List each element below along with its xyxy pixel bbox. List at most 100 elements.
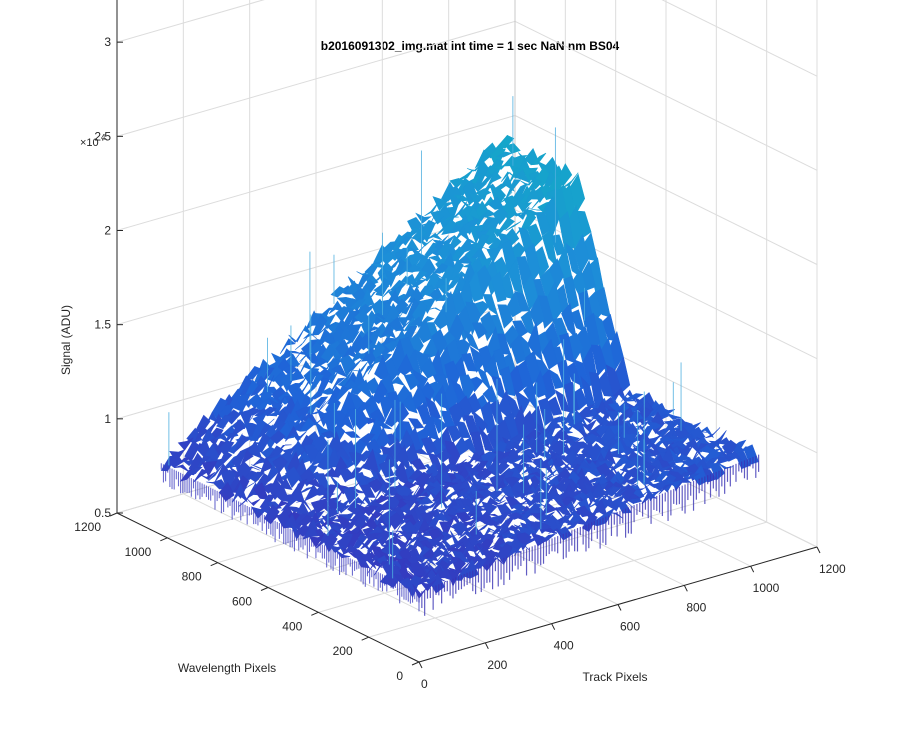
x-axis-label: Track Pixels [583, 670, 648, 684]
surface-patch [311, 313, 328, 336]
surface-patch [359, 484, 376, 498]
surface-patch [521, 465, 538, 475]
surface-patch [335, 305, 351, 323]
surface-patch [492, 492, 508, 502]
surface-patch [498, 135, 515, 149]
surface-patch [481, 501, 498, 517]
surface-patch [461, 352, 478, 372]
surface-patch [398, 297, 415, 315]
surface-patch [658, 483, 674, 495]
surface-patch [295, 406, 312, 423]
surface-patch [338, 468, 355, 483]
surface-patch [460, 196, 476, 207]
y-tick [260, 587, 269, 591]
surface-patch [498, 517, 515, 531]
surface-patch [530, 511, 547, 520]
surface-patch [267, 404, 284, 417]
surface-patch [488, 531, 504, 537]
surface-patch [651, 477, 668, 492]
surface-patch [330, 286, 347, 298]
surface-patch [646, 422, 664, 430]
surface-patch [548, 528, 564, 536]
surface-patch [411, 228, 428, 241]
surface-patch [331, 364, 348, 378]
surface-patch [318, 393, 335, 412]
surface-patch [501, 532, 517, 540]
surface-patch [538, 397, 554, 427]
surface-patch [397, 309, 413, 328]
y-tick [311, 611, 319, 616]
x-tick-label: 1000 [753, 581, 780, 595]
surface-patch [596, 488, 613, 499]
surface-patch [549, 493, 566, 508]
surface-patch [433, 307, 450, 330]
surface-patch [272, 455, 288, 474]
surface-patch [379, 518, 395, 528]
surface-patch [436, 449, 452, 463]
surface-patch [549, 449, 565, 470]
surface-patch [542, 338, 558, 370]
surface-patch [286, 415, 303, 439]
surface-patch [545, 466, 561, 479]
surface-patch [482, 294, 499, 316]
surface-patch [650, 485, 666, 494]
grid-line-floor-y [368, 521, 767, 638]
surface-patch [351, 486, 367, 494]
surface-patch [529, 295, 545, 328]
surface-patch [514, 389, 531, 418]
surface-patch [349, 298, 367, 311]
surface-patch [451, 521, 468, 536]
surface-patch [675, 477, 692, 490]
surface-patch [658, 406, 676, 416]
surface-patch [344, 431, 361, 438]
surface-patch [570, 453, 587, 472]
y-tick-label: 800 [182, 570, 202, 584]
y-tick-label: 400 [282, 619, 302, 633]
surface-patch [641, 491, 657, 505]
surface-patch [558, 518, 575, 527]
surface-patch [405, 264, 422, 273]
surface-patch [298, 514, 315, 527]
surface-patch [526, 223, 543, 249]
z-tick-label: 3 [104, 35, 111, 49]
surface-patch [474, 149, 491, 169]
surface-patch [201, 460, 218, 477]
surface-patch [258, 452, 275, 464]
surface-patch [186, 466, 203, 476]
z-tick-label: 0.5 [94, 506, 111, 520]
surface-patch [345, 532, 362, 549]
x-tick [750, 565, 755, 573]
surface-patch [443, 216, 459, 222]
x-tick-label: 600 [620, 620, 640, 634]
surface-patch [290, 431, 307, 442]
z-tick-label: 1.5 [94, 318, 111, 332]
surface-patch [623, 473, 640, 485]
x-tick [683, 585, 688, 592]
surface-patch [514, 290, 531, 312]
y-tick [361, 636, 369, 641]
surface-patch [444, 440, 461, 473]
surface-patch [414, 555, 430, 560]
surface-patch [285, 466, 301, 489]
surface-patch [408, 417, 425, 429]
surface-patch [618, 393, 635, 402]
surface-patch [492, 206, 509, 226]
surface-patch [560, 510, 577, 521]
grid-line-floor-y [318, 496, 717, 613]
x-tick-label: 0 [421, 677, 428, 691]
z-tick-label: 2 [104, 224, 111, 238]
surface-patch [523, 381, 539, 413]
surface-patch [692, 443, 709, 461]
x-tick [816, 546, 821, 554]
surface-patch [674, 426, 691, 446]
surface-patch [346, 359, 362, 373]
surface-patch [676, 445, 693, 462]
y-tick [160, 537, 168, 542]
surface-patch [486, 246, 503, 264]
surface-patch [657, 436, 675, 446]
surface-patch [337, 368, 354, 387]
surface-patch [543, 473, 559, 484]
surface-patch [249, 384, 267, 397]
surface-patch [725, 451, 743, 461]
